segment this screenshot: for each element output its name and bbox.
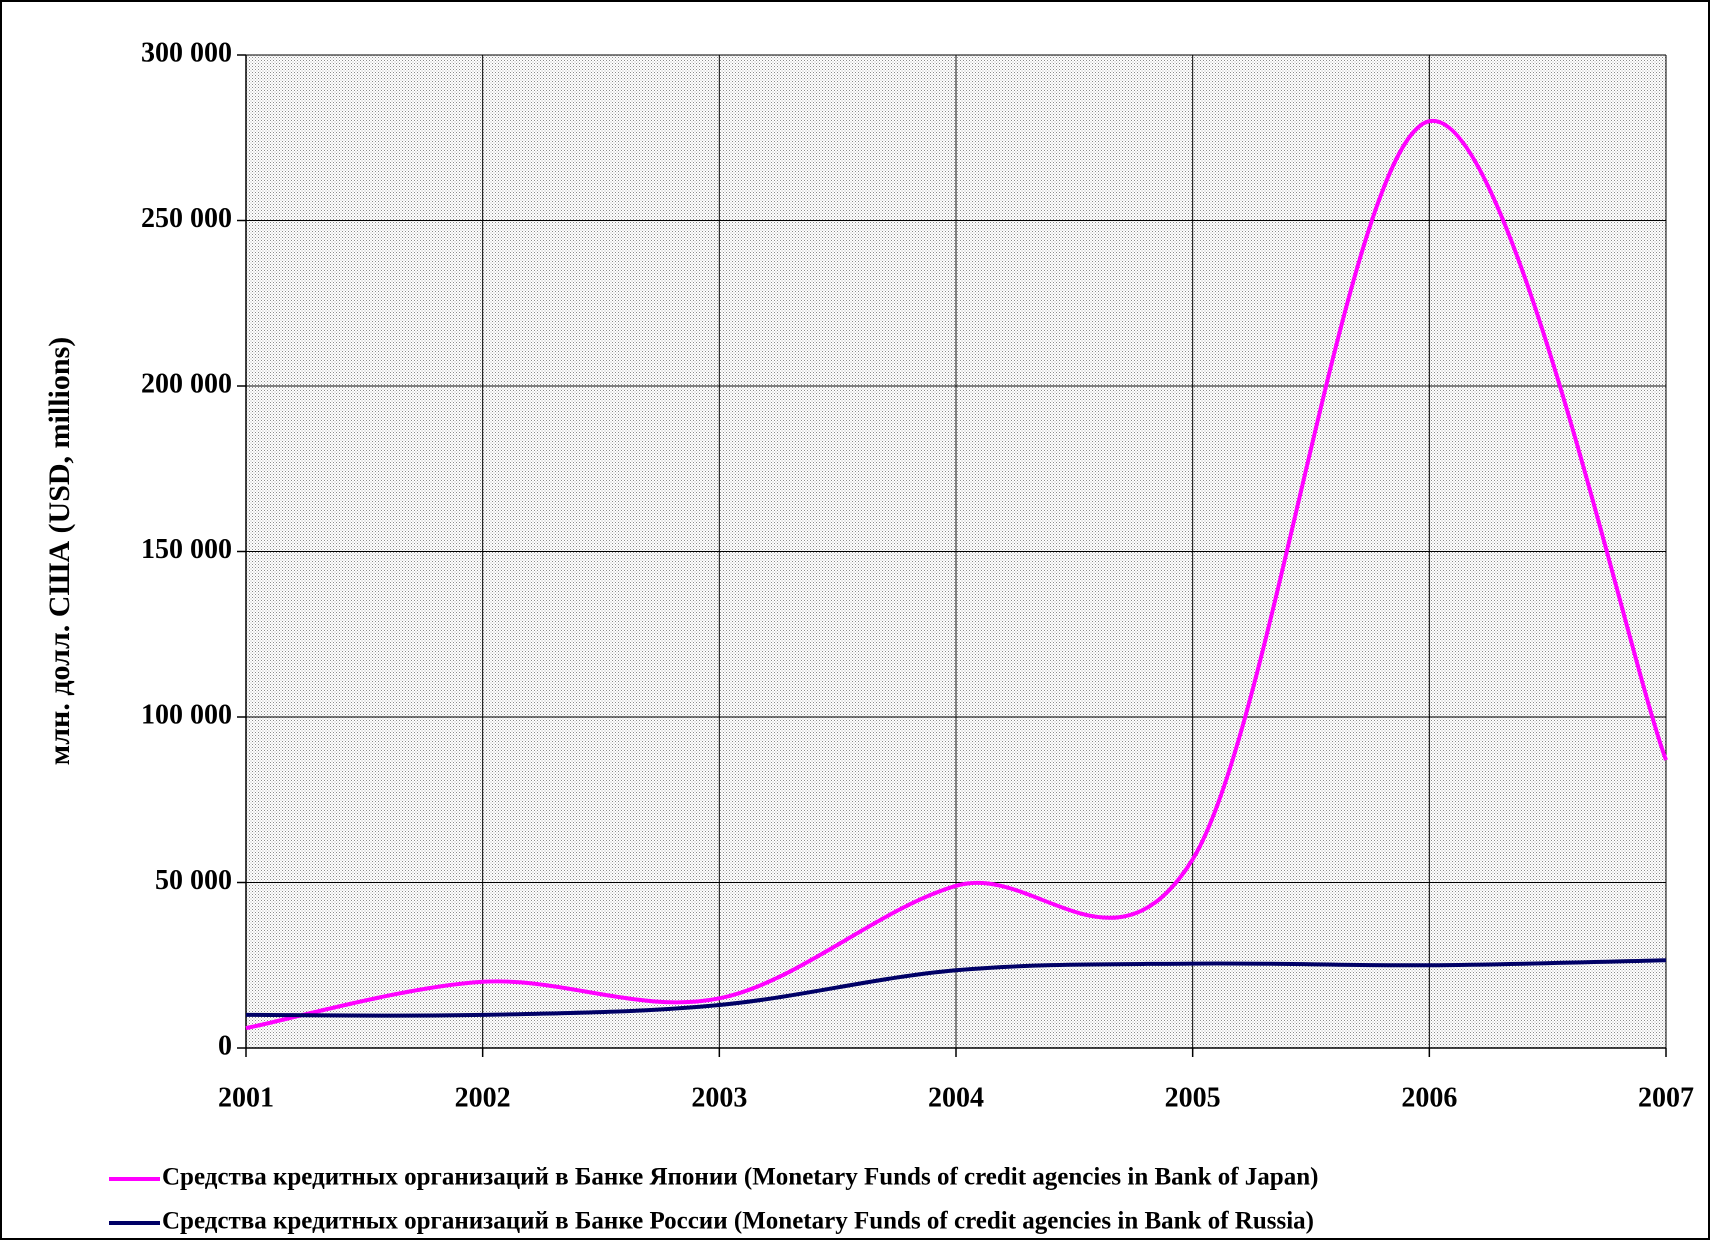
legend-label: Средства кредитных организаций в Банке Р… [162,1208,1314,1235]
x-tick-label: 2006 [1401,1082,1457,1113]
y-tick-label: 300 000 [141,37,232,68]
x-tick-label: 2004 [928,1082,984,1113]
y-tick-label: 100 000 [141,699,232,730]
y-axis-title: млн. долл. США (USD, millions) [43,337,76,765]
x-tick-label: 2001 [218,1082,274,1113]
y-tick-label: 250 000 [141,203,232,234]
x-tick-label: 2005 [1165,1082,1221,1113]
y-tick-label: 50 000 [155,865,232,896]
y-tick-label: 0 [218,1030,232,1061]
y-tick-label: 150 000 [141,534,232,565]
x-tick-label: 2007 [1638,1082,1694,1113]
legend-label: Средства кредитных организаций в Банке Я… [162,1164,1318,1191]
y-tick-label: 200 000 [141,368,232,399]
series-line [245,958,1667,1018]
x-tick-label: 2002 [455,1082,511,1113]
series-line [245,119,1668,1031]
x-tick-label: 2003 [691,1082,747,1113]
